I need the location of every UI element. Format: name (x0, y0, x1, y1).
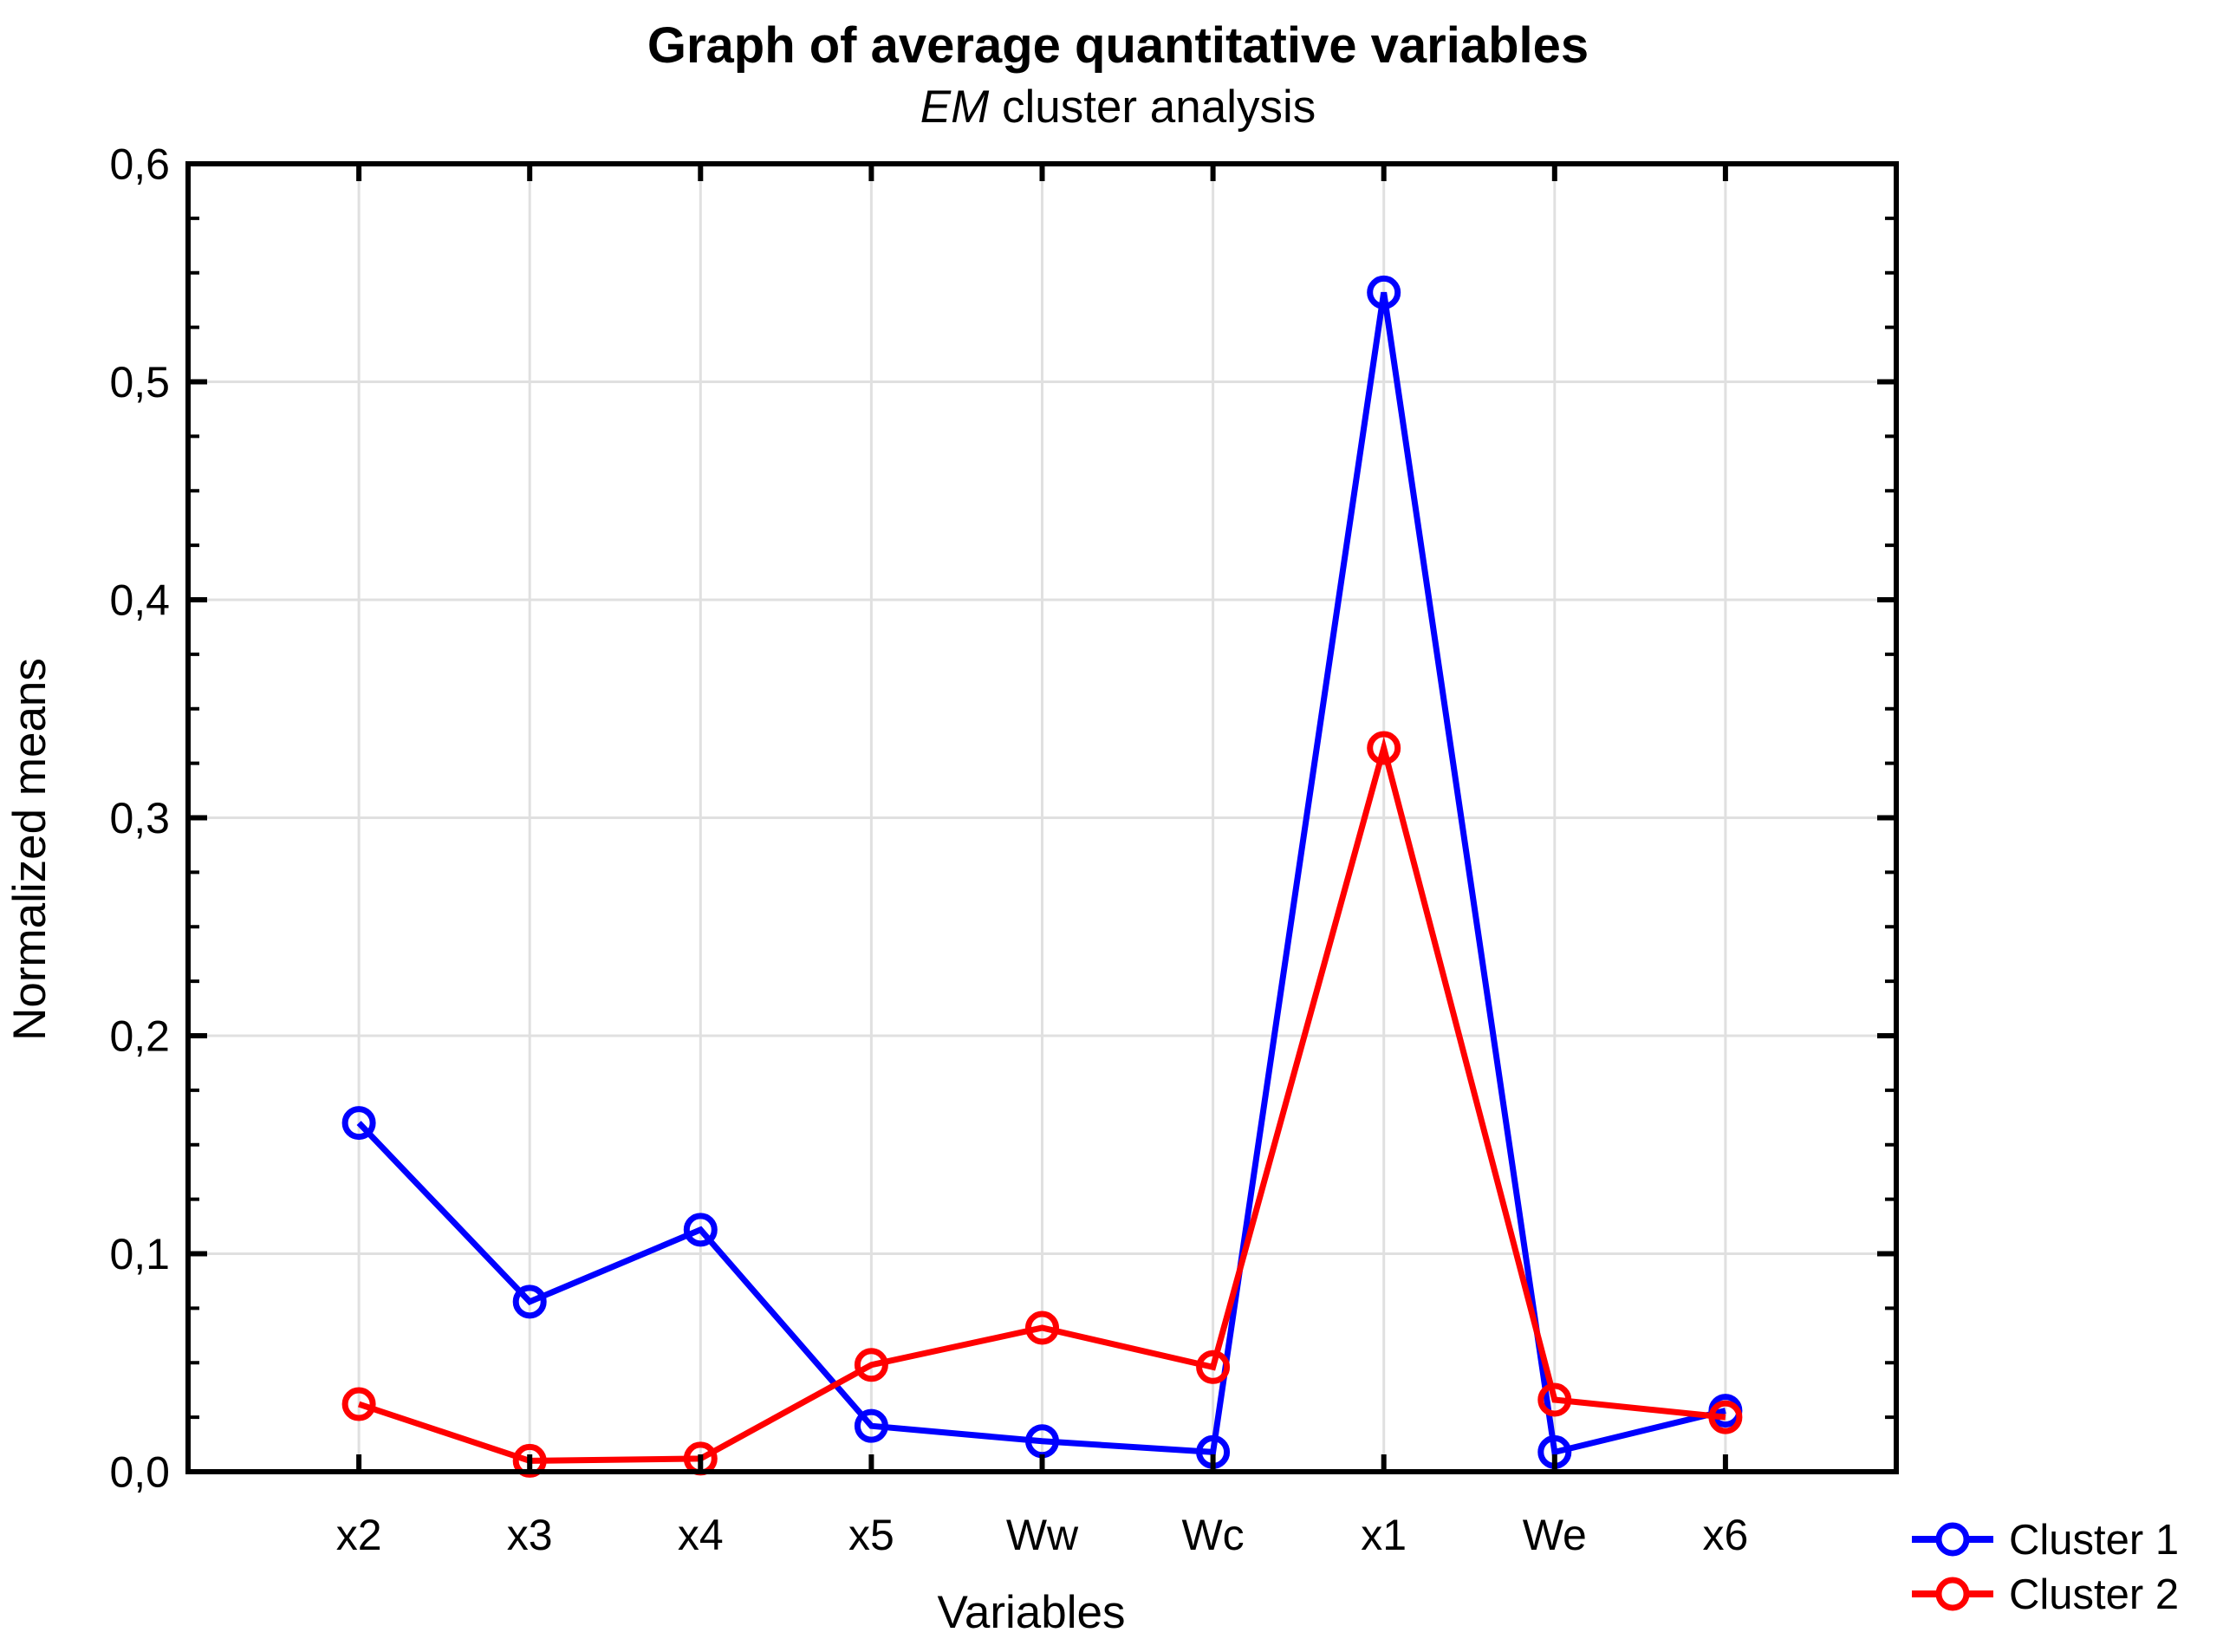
data-point-marker-cluster-2-x2 (341, 1387, 376, 1421)
x-tick-label: We (1523, 1511, 1587, 1559)
data-point-marker-cluster-1-x5 (854, 1408, 888, 1443)
legend-label-cluster-1: Cluster 1 (2009, 1517, 2179, 1564)
x-tick-label: x5 (848, 1511, 894, 1559)
y-tick-label: 0,3 (109, 794, 170, 842)
series-line-cluster-2 (357, 736, 1726, 1464)
gridlines-layer (188, 164, 1896, 1472)
x-tick-label: x2 (336, 1511, 382, 1559)
legend-samples-layer (1912, 1522, 1993, 1611)
y-tick-label: 0,2 (109, 1012, 170, 1061)
data-point-marker-cluster-1-x3 (512, 1285, 547, 1319)
data-point-marker-cluster-1-x2 (341, 1106, 376, 1141)
data-point-marker-cluster-1-x1 (1367, 275, 1401, 309)
chart-title: Graph of average quantitative variables (647, 17, 1589, 74)
y-axis-title: Normalized means (4, 658, 55, 1041)
tick-labels-layer: 0,0 0,1 0,2 0,3 0,4 0,5 0,6 x2 x3 x4 x5 Ww Wc x1 We x6 (109, 140, 1748, 1560)
data-point-marker-cluster-2-x1 (1367, 731, 1401, 765)
legend-sample-marker-cluster-2 (1935, 1577, 1970, 1611)
x-tick-label: x6 (1702, 1511, 1748, 1559)
y-tick-label: 0,1 (109, 1230, 170, 1278)
y-tick-label: 0,5 (109, 358, 170, 406)
x-tick-label: x1 (1361, 1511, 1407, 1559)
legend-label-cluster-2: Cluster 2 (2009, 1571, 2179, 1618)
x-tick-label: x3 (507, 1511, 553, 1559)
x-tick-label: Wc (1181, 1511, 1244, 1559)
y-tick-label: 0,0 (109, 1448, 170, 1497)
data-point-marker-cluster-2-We (1537, 1382, 1572, 1417)
data-point-marker-cluster-2-Ww (1025, 1311, 1059, 1345)
y-tick-label: 0,4 (109, 576, 170, 625)
chart-subtitle-italic-part: EM (920, 81, 990, 133)
chart-subtitle: EM cluster analysis (920, 81, 1316, 133)
data-point-marker-cluster-2-x6 (1708, 1400, 1743, 1434)
x-tick-label: x4 (678, 1511, 724, 1559)
data-point-marker-cluster-1-x4 (683, 1213, 718, 1247)
data-point-marker-cluster-2-x3 (512, 1443, 547, 1478)
data-point-marker-cluster-2-Wc (1196, 1350, 1231, 1384)
legend-sample-marker-cluster-1 (1935, 1522, 1970, 1557)
x-axis-title: Variables (937, 1587, 1125, 1638)
chart-subtitle-rest-part: cluster analysis (989, 81, 1316, 133)
data-point-marker-cluster-2-x5 (854, 1348, 888, 1382)
series-line-cluster-1 (356, 291, 1726, 1456)
y-tick-label: 0,6 (109, 140, 170, 189)
x-tick-label: Ww (1006, 1511, 1079, 1559)
axes-frame-layer (185, 161, 1899, 1474)
